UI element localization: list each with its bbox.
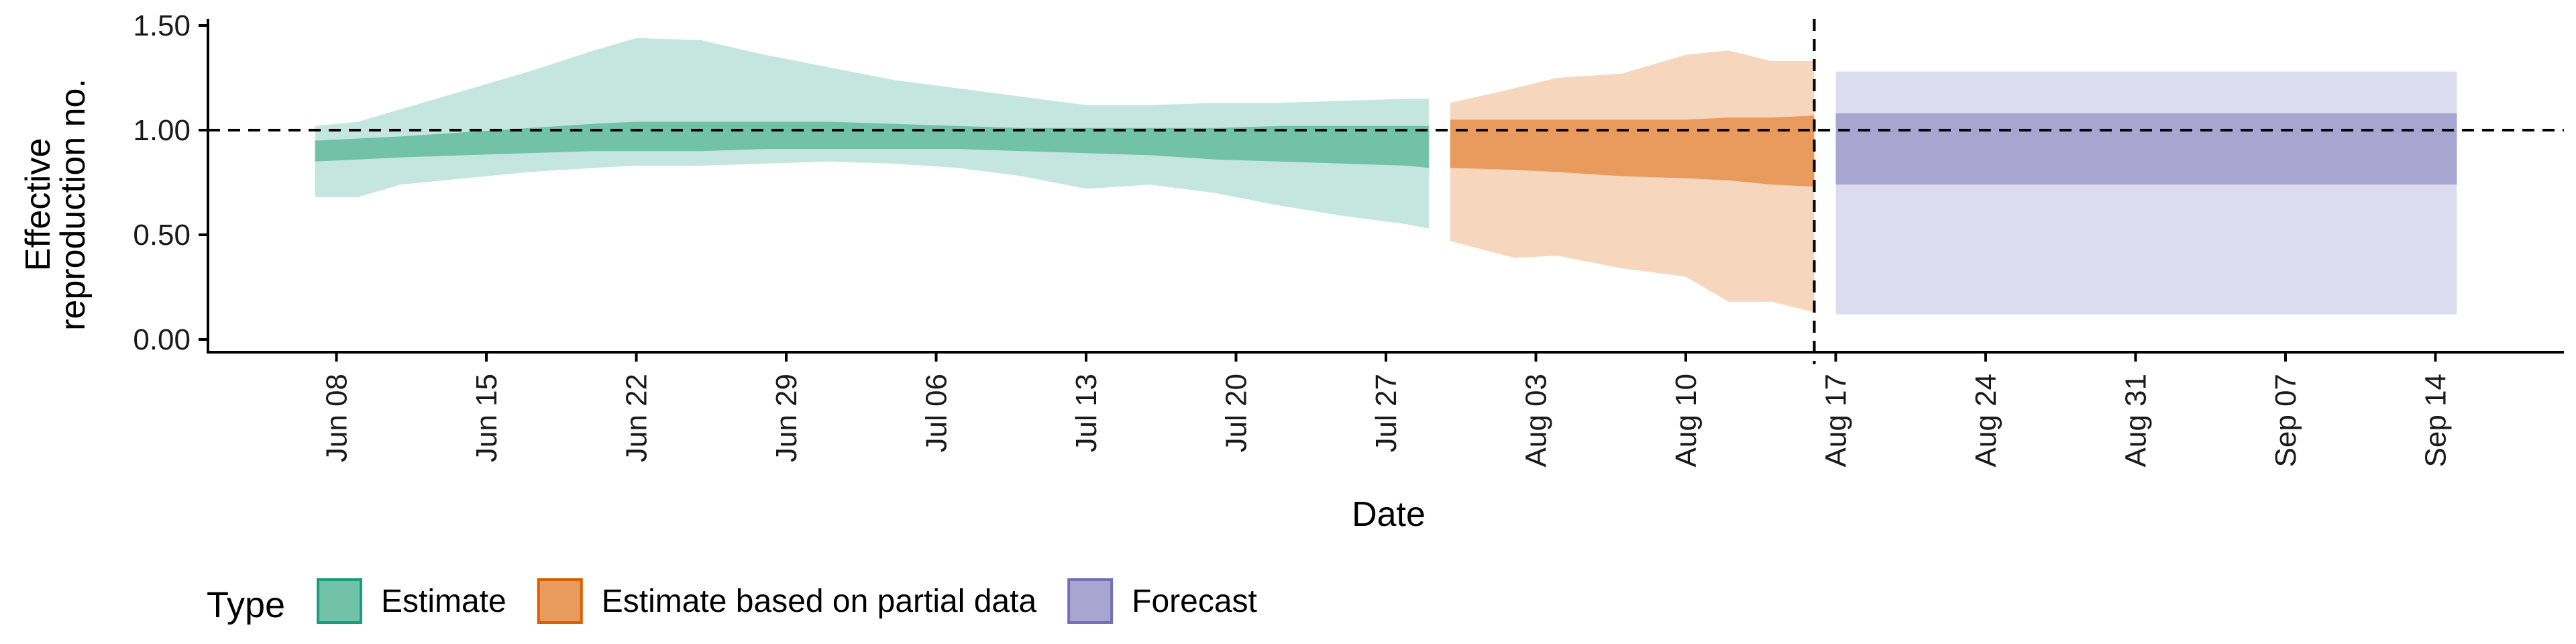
band-90-partial xyxy=(1450,50,1815,313)
y-axis-title: Effective reproduction no. xyxy=(19,78,93,331)
x-tick-label: Jun 29 xyxy=(770,374,803,462)
band-50-partial xyxy=(1450,115,1815,187)
y-axis-title-line2: reproduction no. xyxy=(54,78,93,331)
axes xyxy=(199,19,2564,362)
x-tick-label: Aug 17 xyxy=(1820,374,1853,467)
tick-labels: 0.00 0.50 1.00 1.50 Jun 08 Jun 15 Jun 22 Jun 29… xyxy=(133,9,2452,467)
band-50-forecast xyxy=(1835,113,2457,185)
legend-swatch-forecast xyxy=(1067,578,1114,624)
legend-title: Type xyxy=(207,585,285,625)
x-tick-label: Sep 07 xyxy=(2269,374,2302,467)
x-tick-label: Aug 10 xyxy=(1670,374,1703,467)
x-tick-label: Jun 22 xyxy=(621,374,653,462)
reference-lines xyxy=(208,19,2564,364)
legend-label-forecast: Forecast xyxy=(1132,584,1257,619)
y-tick-label: 0.50 xyxy=(133,219,191,252)
x-tick-label: Jul 06 xyxy=(920,374,953,452)
band-90-forecast xyxy=(1835,71,2457,315)
y-tick-label: 1.50 xyxy=(133,9,191,42)
x-tick-label: Sep 14 xyxy=(2419,374,2452,467)
legend-swatch-estimate xyxy=(317,578,362,624)
x-tick-label: Jul 13 xyxy=(1070,374,1103,452)
x-tick-label: Aug 31 xyxy=(2120,374,2153,467)
x-tick-label: Jun 08 xyxy=(321,374,354,462)
legend-swatch-partial xyxy=(537,578,583,624)
legend-label-estimate: Estimate xyxy=(381,584,506,619)
y-tick-label: 0.00 xyxy=(133,323,191,356)
x-tick-label: Jun 15 xyxy=(470,374,503,462)
x-tick-label: Jul 27 xyxy=(1370,374,1403,452)
legend: Type Estimate Estimate based on partial d… xyxy=(207,578,1257,625)
band-50-estimate xyxy=(315,121,1429,168)
x-tick-label: Aug 24 xyxy=(1970,374,2002,467)
y-tick-label: 1.00 xyxy=(133,114,191,147)
legend-label-partial: Estimate based on partial data xyxy=(602,584,1037,619)
y-axis-title-line1: Effective xyxy=(19,138,58,271)
uncertainty-bands xyxy=(315,38,2457,315)
x-tick-label: Aug 03 xyxy=(1520,374,1553,467)
x-axis-title: Date xyxy=(1352,495,1426,534)
x-tick-label: Jul 20 xyxy=(1220,374,1253,452)
